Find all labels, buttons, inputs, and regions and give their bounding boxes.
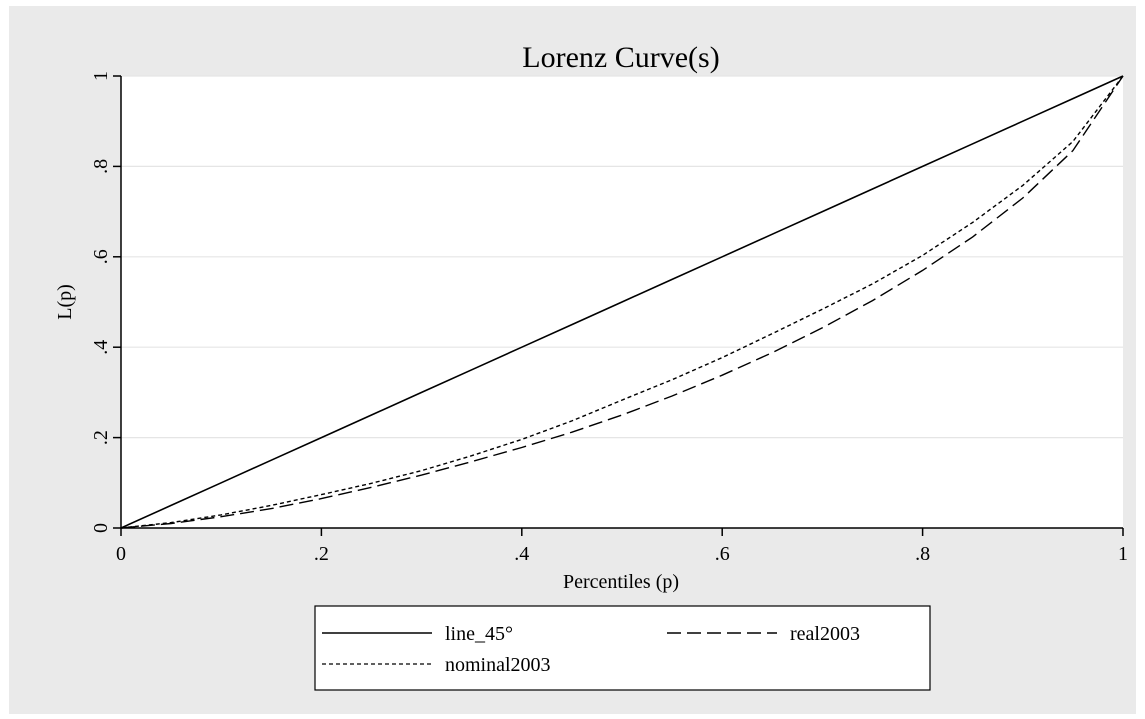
legend-label-real2003: real2003 [790, 623, 860, 645]
legend-box [314, 605, 931, 691]
legend-label-nominal2003: nominal2003 [445, 654, 551, 676]
y-tick-label-1: .2 [90, 430, 112, 445]
x-tick-label-5: 1 [1118, 543, 1128, 565]
legend-item-line-45: line_45° [322, 623, 513, 645]
y-tick-label-4: .8 [90, 159, 112, 174]
series-line-real2003 [120, 75, 1124, 529]
axes: 0 .2 .4 .6 .8 1 0 .2 .4 .6 .8 1 [90, 71, 1128, 565]
y-axis-label: L(p) [54, 284, 76, 320]
x-tick-label-2: .4 [514, 543, 529, 565]
x-axis-label: Percentiles (p) [563, 571, 679, 593]
x-tick-label-0: 0 [116, 543, 126, 565]
legend-item-nominal2003: nominal2003 [322, 654, 551, 676]
y-tick-label-0: 0 [90, 523, 112, 533]
x-tick-label-4: .8 [915, 543, 930, 565]
legend: line_45° real2003 nominal2003 [314, 605, 931, 691]
grid-lines [121, 75, 1123, 439]
series-lines [120, 75, 1124, 529]
legend-label-line-45: line_45° [445, 623, 513, 645]
x-tick-label-1: .2 [314, 543, 329, 565]
y-tick-label-2: .4 [90, 340, 112, 355]
y-tick-label-3: .6 [90, 249, 112, 264]
series-line-nominal2003 [120, 75, 1124, 529]
series-line-line-45- [120, 75, 1124, 529]
y-tick-label-5: 1 [90, 71, 112, 81]
legend-item-real2003: real2003 [667, 623, 860, 645]
x-tick-label-3: .6 [715, 543, 730, 565]
chart-title: Lorenz Curve(s) [522, 41, 719, 74]
